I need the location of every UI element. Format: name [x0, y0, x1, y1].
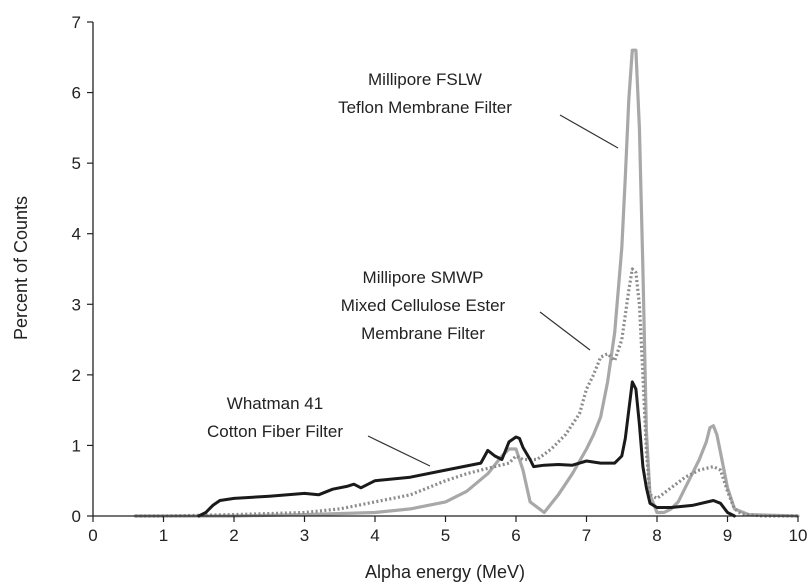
- series-line-whatman: [197, 380, 736, 518]
- y-tick-label-2: 2: [72, 366, 81, 385]
- annotation-leader-smwp: [539, 311, 591, 351]
- annotation-smwp-line-0: Millipore SMWP: [363, 268, 484, 287]
- x-tick-label-7: 7: [582, 526, 591, 545]
- y-tick-label-3: 3: [72, 295, 81, 314]
- annotation-smwp-line-2: Membrane Filter: [361, 324, 485, 343]
- x-tick-label-3: 3: [300, 526, 309, 545]
- plot-area: 0 1 2 3 4 5 6 7 8 9 10 0 1 2 3 4 5 6 7 Millipore FSLW Teflo…: [72, 13, 808, 545]
- x-tick-label-5: 5: [441, 526, 450, 545]
- x-tick-label-10: 10: [789, 526, 808, 545]
- annotation-fslw-line-1: Teflon Membrane Filter: [338, 98, 512, 117]
- x-tick-label-1: 1: [159, 526, 168, 545]
- annotation-whatman-line-0: Whatman 41: [227, 394, 323, 413]
- ticks-layer: 0 1 2 3 4 5 6 7 8 9 10 0 1 2 3 4 5 6 7: [72, 13, 808, 545]
- annotation-leader-whatman: [367, 435, 431, 467]
- series-line-fslw: [133, 48, 800, 518]
- annotation-smwp-line-1: Mixed Cellulose Ester: [341, 296, 506, 315]
- y-tick-label-5: 5: [72, 154, 81, 173]
- y-tick-label-0: 0: [72, 507, 81, 526]
- annotation-leader-fslw: [559, 114, 619, 149]
- y-tick-label-4: 4: [72, 225, 81, 244]
- x-tick-label-9: 9: [723, 526, 732, 545]
- annotation-fslw-line-0: Millipore FSLW: [368, 70, 482, 89]
- annotation-whatman-line-1: Cotton Fiber Filter: [207, 422, 343, 441]
- y-tick-label-7: 7: [72, 13, 81, 32]
- annotation-layer: Millipore FSLW Teflon Membrane Filter Mill…: [207, 70, 619, 467]
- x-tick-label-8: 8: [652, 526, 661, 545]
- series-line-smwp: [135, 267, 798, 518]
- x-tick-label-0: 0: [88, 526, 97, 545]
- x-tick-label-2: 2: [229, 526, 238, 545]
- y-axis-label: Percent of Counts: [11, 196, 31, 340]
- x-tick-label-4: 4: [370, 526, 379, 545]
- x-axis-label: Alpha energy (MeV): [365, 562, 525, 582]
- y-tick-label-1: 1: [72, 436, 81, 455]
- y-tick-label-6: 6: [72, 84, 81, 103]
- x-tick-label-6: 6: [511, 526, 520, 545]
- series-layer: [133, 48, 800, 518]
